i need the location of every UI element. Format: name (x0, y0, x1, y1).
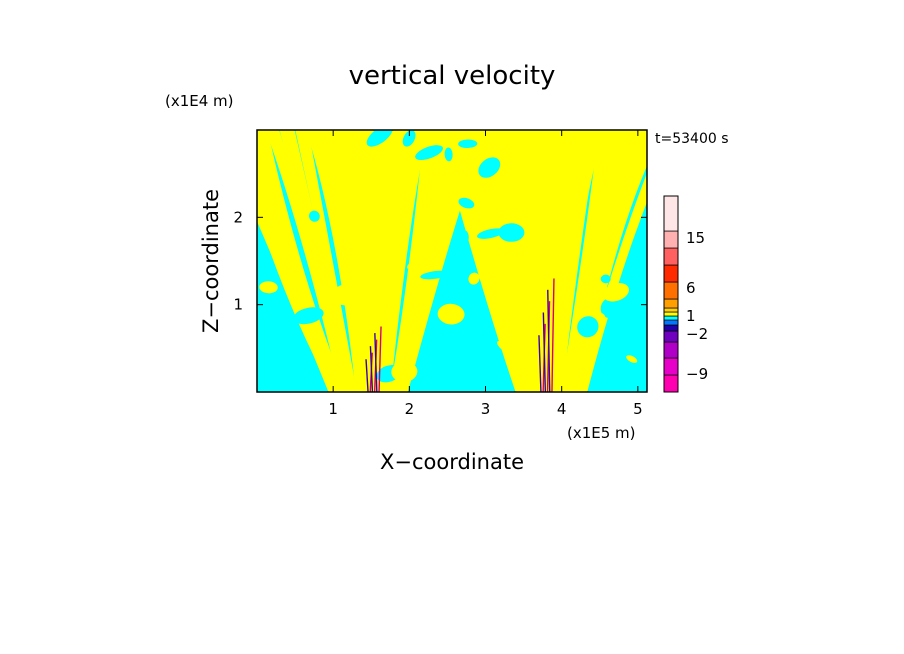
colorbar-level (663, 195, 679, 232)
colorbar-level (663, 330, 679, 343)
x-tick-label: 2 (405, 400, 415, 418)
velocity-cell (497, 340, 513, 354)
velocity-cell (478, 157, 501, 178)
velocity-cell (600, 274, 611, 284)
velocity-cell (402, 130, 416, 147)
velocity-cell (468, 272, 480, 285)
velocity-cell (437, 303, 465, 325)
colorbar-frame (663, 195, 679, 393)
chart-title: vertical velocity (349, 61, 556, 91)
positive-velocity-band (451, 130, 530, 392)
x-tick-label: 4 (557, 400, 567, 418)
velocity-cell (268, 211, 286, 233)
colorbar-tick-label: 6 (686, 279, 696, 297)
velocity-cell (444, 147, 453, 162)
velocity-cell (282, 356, 292, 365)
positive-velocity-band (401, 130, 487, 392)
x-unit-label: (x1E5 m) (567, 424, 636, 442)
velocity-cell (340, 261, 363, 272)
velocity-cell (458, 139, 478, 149)
positive-velocity-band (577, 172, 647, 392)
velocity-cell (498, 223, 525, 242)
colorbar: 15 6 1−2 −9 (663, 195, 708, 393)
plume-streak (538, 335, 542, 392)
colorbar-tick-label: 15 (686, 229, 705, 247)
velocity-cell (485, 139, 509, 154)
plume-streak (547, 289, 551, 392)
velocity-cell (415, 145, 443, 160)
velocity-cell (299, 210, 310, 221)
colorbar-level (663, 319, 679, 326)
colorbar-level (663, 324, 679, 332)
velocity-cell (626, 355, 638, 363)
colorbar-level (663, 281, 679, 300)
updraft-plumes (365, 278, 555, 392)
plume-streak (369, 346, 374, 392)
velocity-cell (600, 297, 621, 319)
y-axis-ticks: 12 (233, 208, 647, 314)
heatmap-field (257, 130, 647, 392)
velocity-cell (502, 164, 526, 177)
colorbar-level (663, 247, 679, 266)
velocity-cell (259, 281, 278, 294)
plume-streak (378, 326, 382, 392)
velocity-cell (458, 197, 475, 209)
velocity-cell (602, 283, 630, 302)
colorbar-level (663, 230, 679, 249)
colorbar-tick-label: −9 (686, 365, 708, 383)
positive-velocity-band (437, 130, 523, 392)
colorbar-level (663, 311, 679, 317)
x-tick-label: 1 (328, 400, 338, 418)
velocity-cell (391, 361, 418, 383)
time-label: t=53400 s (655, 131, 729, 147)
colorbar-level (663, 298, 679, 309)
y-axis-title: Z−coordinate (199, 189, 223, 333)
velocity-cell (332, 283, 362, 306)
velocity-cell (420, 270, 450, 280)
velocity-cell (577, 316, 599, 338)
velocity-cell (293, 307, 324, 325)
velocity-cell (321, 293, 336, 312)
velocity-cell (407, 258, 421, 269)
velocity-cell (596, 313, 606, 326)
velocity-cell (439, 229, 448, 248)
positive-velocity-band (295, 130, 357, 392)
y-tick-label: 1 (233, 296, 243, 314)
plume-streak (542, 312, 547, 392)
colorbar-level (663, 357, 679, 376)
plume-streak (365, 359, 369, 392)
plume-streak (374, 333, 378, 392)
positive-velocity-band (474, 130, 533, 392)
positive-velocity-band (558, 130, 605, 392)
plume-streak (551, 278, 555, 392)
colorbar-tick-label: 1 (686, 307, 696, 325)
plot-frame (256, 129, 648, 393)
velocity-cell (308, 210, 320, 222)
y-tick-label: 2 (233, 208, 243, 226)
velocity-cell (457, 371, 469, 383)
colorbar-level (663, 307, 679, 313)
velocity-cell (477, 228, 505, 239)
velocity-cell (479, 376, 494, 389)
velocity-cell (457, 230, 469, 251)
colorbar-level (663, 341, 679, 359)
positive-velocity-band (279, 130, 356, 392)
colorbar-level (663, 264, 679, 283)
y-unit-label: (x1E4 m) (165, 92, 234, 110)
colorbar-tick-label: −2 (686, 325, 708, 343)
x-tick-label: 3 (481, 400, 491, 418)
x-tick-label: 5 (633, 400, 643, 418)
velocity-cell (452, 260, 473, 277)
positive-velocity-band (319, 130, 367, 392)
velocity-bands (257, 130, 647, 392)
positive-velocity-band (384, 130, 428, 392)
x-axis-ticks: 1 2 3 4 5 (328, 130, 643, 418)
colorbar-level (663, 374, 679, 393)
velocity-cell (565, 233, 575, 243)
colorbar-level (663, 315, 679, 321)
x-axis-title: X−coordinate (380, 450, 524, 474)
positive-velocity-band (257, 130, 347, 392)
